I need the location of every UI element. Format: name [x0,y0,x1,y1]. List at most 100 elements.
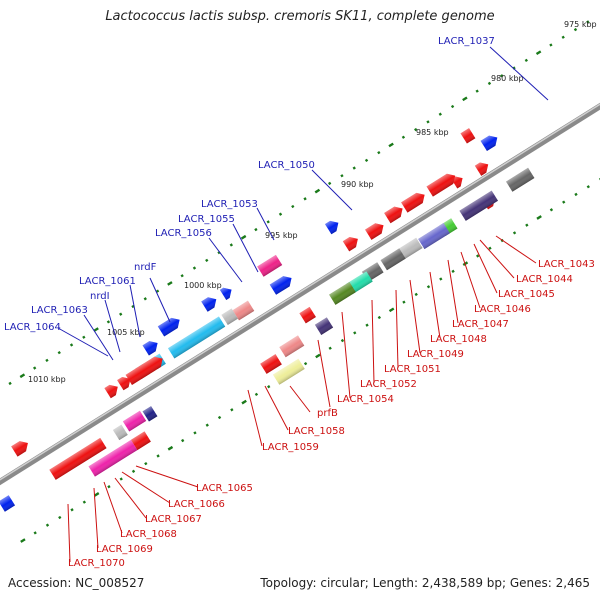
gene-label[interactable]: LACR_1058 [288,426,345,437]
gene-feature[interactable] [314,317,334,335]
gene-feature[interactable] [260,354,282,374]
gene-feature[interactable] [325,218,342,235]
gene-shading [11,441,28,457]
gene-label[interactable]: LACR_1063 [31,305,88,316]
gene-label[interactable]: LACR_1046 [474,304,531,315]
tick-mark [512,231,517,235]
gene-label[interactable]: LACR_1067 [145,514,202,525]
gene-feature[interactable] [460,128,476,144]
gene-feature[interactable] [269,273,295,295]
gene-feature[interactable] [11,438,31,457]
gene-feature[interactable] [365,220,387,240]
gene-feature[interactable] [0,495,16,512]
tick-mark [388,307,395,313]
gene-label[interactable]: LACR_1064 [4,322,61,333]
kbp-label: 990 kbp [341,180,374,189]
gene-label[interactable]: LACR_1061 [79,276,136,287]
tick-mark [426,285,431,289]
gene-feature[interactable] [272,358,305,385]
gene-feature[interactable] [397,237,423,260]
tick-mark [377,151,381,155]
gene-label[interactable]: LACR_1050 [258,160,315,171]
gene-feature[interactable] [125,354,166,385]
gene-label[interactable]: LACR_1070 [68,558,125,569]
gene-label[interactable]: LACR_1051 [384,364,441,375]
gene-label[interactable]: LACR_1045 [498,289,555,300]
gene-feature[interactable] [122,410,147,432]
gene-feature[interactable] [49,437,107,480]
leader-line [429,271,441,339]
gene-shading [157,317,180,337]
gene-feature[interactable] [401,190,428,213]
gene-feature[interactable] [88,439,138,477]
gene-feature[interactable] [167,316,226,359]
gene-label[interactable]: LACR_1044 [516,274,573,285]
gene-shading [142,406,158,422]
gene-label[interactable]: LACR_1048 [430,334,487,345]
gene-label[interactable]: nrdI [90,291,110,302]
tick-mark [156,454,160,458]
gene-feature[interactable] [279,335,305,358]
gene-label[interactable]: prfB [317,408,338,419]
gene-label[interactable]: LACR_1056 [155,228,212,239]
tick-mark [229,243,233,247]
gene-feature[interactable] [426,171,459,197]
gene-shading [167,316,226,359]
gene-feature[interactable] [257,254,283,277]
gene-feature[interactable] [474,159,492,176]
gene-label[interactable]: LACR_1068 [120,529,177,540]
leader-line [289,385,311,413]
gene-label[interactable]: LACR_1059 [262,442,319,453]
tick-mark [192,266,197,270]
gene-label[interactable]: nrdF [134,262,157,273]
gene-feature[interactable] [219,285,235,301]
gene-label[interactable]: LACR_1065 [196,483,253,494]
gene-label[interactable]: LACR_1069 [96,544,153,555]
gene-shading [459,190,498,221]
gene-label[interactable]: LACR_1053 [201,199,258,210]
leader-line [489,46,549,101]
leader-line [479,239,515,279]
gene-feature[interactable] [480,132,501,152]
gene-feature[interactable] [157,315,183,337]
leader-line [103,481,123,534]
tick-mark [439,277,443,281]
gene-label[interactable]: LACR_1052 [360,379,417,390]
gene-feature[interactable] [384,203,406,224]
gene-feature[interactable] [342,234,361,252]
gene-feature[interactable] [506,167,535,192]
gene-feature[interactable] [459,190,498,221]
tick-mark [144,461,148,466]
leader-line [409,279,421,354]
gene-label[interactable]: LACR_1047 [452,319,509,330]
leader-line [341,311,351,399]
gene-feature[interactable] [299,306,316,324]
gene-label[interactable]: LACR_1066 [168,499,225,510]
gene-feature[interactable] [104,382,121,399]
leader-line [149,277,171,323]
leader-line [93,487,99,549]
gene-feature[interactable] [201,294,219,312]
gene-label[interactable]: LACR_1049 [407,349,464,360]
gene-feature[interactable] [221,308,238,326]
tick-mark [525,223,529,227]
tick-mark [267,385,271,389]
gene-shading [401,192,425,213]
gene-feature[interactable] [142,338,161,356]
gene-feature[interactable] [232,300,255,321]
gene-label[interactable]: LACR_1037 [438,36,495,47]
tick-mark [181,438,185,443]
gene-shading [480,135,498,152]
gene-feature[interactable] [418,223,450,250]
gene-feature[interactable] [112,424,128,441]
gene-label[interactable]: LACR_1054 [337,394,394,405]
gene-feature[interactable] [380,248,406,271]
gene-label[interactable]: LACR_1043 [538,259,595,270]
gene-label[interactable]: LACR_1055 [178,214,235,225]
gene-feature[interactable] [142,406,158,422]
gene-feature[interactable] [117,374,134,391]
tick-mark [291,204,295,209]
gene-feature[interactable] [130,431,151,451]
gene-shading [299,306,316,324]
gene-feature[interactable] [329,281,356,305]
